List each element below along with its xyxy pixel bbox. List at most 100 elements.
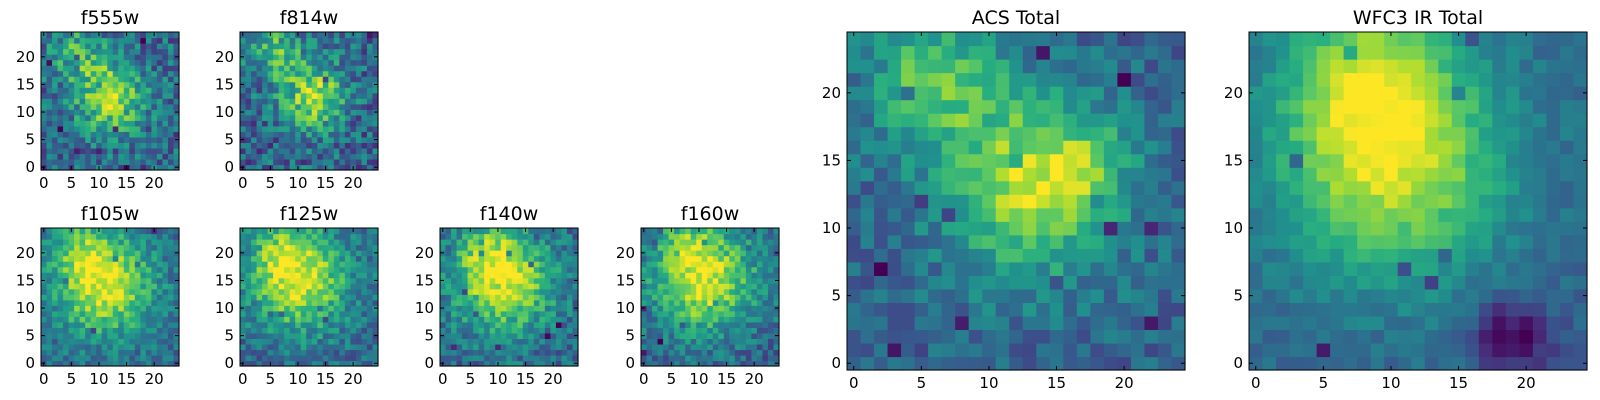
heatmap-cell bbox=[668, 233, 675, 240]
heatmap-cell bbox=[1357, 275, 1372, 290]
heatmap-cell bbox=[162, 76, 169, 83]
heatmap-cell bbox=[528, 233, 535, 240]
heatmap-cell bbox=[955, 45, 970, 60]
heatmap-cell bbox=[1036, 59, 1051, 74]
heatmap-cell bbox=[350, 48, 357, 55]
heatmap-cell bbox=[372, 228, 379, 235]
heatmap-cell bbox=[456, 250, 463, 257]
heatmap-cell bbox=[52, 299, 59, 306]
heatmap-cell bbox=[162, 233, 169, 240]
heatmap-cell bbox=[566, 299, 574, 306]
heatmap-cell bbox=[339, 32, 346, 39]
heatmap-cell bbox=[295, 244, 302, 251]
heatmap-cell bbox=[701, 261, 708, 268]
heatmap-cell bbox=[652, 349, 659, 356]
x-tick-label: 15 bbox=[717, 370, 736, 388]
heatmap-cell bbox=[295, 327, 302, 334]
heatmap-cell bbox=[74, 76, 81, 83]
heatmap-cell bbox=[646, 310, 653, 317]
heatmap-cell bbox=[322, 316, 329, 323]
heatmap-cell bbox=[467, 349, 474, 356]
y-tick-label: 15 bbox=[215, 271, 234, 289]
heatmap-cell bbox=[328, 142, 335, 149]
heatmap-cell bbox=[344, 142, 351, 149]
heatmap-cell bbox=[860, 32, 875, 47]
heatmap-cell bbox=[1492, 167, 1507, 182]
heatmap-cell bbox=[85, 233, 92, 240]
heatmap-cell bbox=[690, 228, 697, 235]
heatmap-cell bbox=[240, 239, 247, 246]
heatmap-cell bbox=[328, 109, 335, 116]
heatmap-cell bbox=[1036, 167, 1051, 182]
heatmap-cell bbox=[1303, 329, 1318, 344]
heatmap-cell bbox=[256, 294, 263, 301]
heatmap-cell bbox=[63, 98, 70, 105]
heatmap-cell bbox=[544, 239, 551, 246]
heatmap-cell bbox=[1384, 194, 1399, 209]
heatmap-cell bbox=[874, 140, 889, 155]
heatmap-cell bbox=[506, 299, 513, 306]
heatmap-cell bbox=[1063, 72, 1078, 87]
heatmap-cell bbox=[278, 142, 285, 149]
heatmap-cell bbox=[96, 349, 103, 356]
heatmap-cell bbox=[156, 277, 164, 284]
heatmap-cell bbox=[712, 332, 719, 339]
heatmap-cell bbox=[1076, 167, 1091, 182]
heatmap-cell bbox=[1492, 288, 1507, 303]
heatmap-cell bbox=[57, 87, 64, 94]
heatmap-cell bbox=[129, 54, 136, 61]
heatmap-cell bbox=[478, 255, 485, 262]
heatmap-cell bbox=[456, 360, 463, 367]
heatmap-cell bbox=[284, 272, 291, 279]
heatmap-cell bbox=[173, 70, 180, 77]
heatmap-cell bbox=[473, 294, 480, 301]
heatmap-cell bbox=[495, 327, 502, 334]
heatmap-cell bbox=[306, 310, 313, 317]
heatmap-cell bbox=[240, 37, 247, 44]
heatmap-cell bbox=[300, 244, 307, 251]
heatmap-cell bbox=[366, 131, 374, 138]
heatmap-cell bbox=[674, 228, 681, 235]
heatmap-cell bbox=[561, 250, 568, 257]
heatmap-cell bbox=[740, 261, 747, 268]
heatmap-cell bbox=[118, 288, 125, 295]
heatmap-cell bbox=[566, 349, 574, 356]
heatmap-cell bbox=[328, 327, 335, 334]
heatmap-cell bbox=[712, 233, 719, 240]
heatmap-cell bbox=[317, 125, 324, 132]
heatmap-cell bbox=[300, 349, 307, 356]
heatmap-cell bbox=[317, 70, 324, 77]
heatmap-cell bbox=[339, 98, 346, 105]
heatmap-cell bbox=[1370, 167, 1385, 182]
heatmap-cell bbox=[123, 233, 130, 240]
heatmap-cell bbox=[295, 81, 302, 88]
heatmap-cell bbox=[311, 360, 318, 367]
heatmap-cell bbox=[140, 244, 147, 251]
heatmap-cell bbox=[1330, 315, 1345, 331]
x-tick-label: 0 bbox=[639, 370, 649, 388]
heatmap-cell bbox=[641, 310, 648, 317]
heatmap-cell bbox=[506, 305, 513, 312]
x-tick-label: 5 bbox=[67, 370, 77, 388]
heatmap-cell bbox=[173, 153, 180, 160]
heatmap-cell bbox=[462, 272, 469, 279]
heatmap-cell bbox=[156, 283, 164, 290]
heatmap-cell bbox=[968, 329, 983, 344]
x-tick-label: 10 bbox=[488, 370, 507, 388]
heatmap-cell bbox=[251, 142, 258, 149]
heatmap-cell bbox=[57, 283, 64, 290]
heatmap-cell bbox=[1465, 194, 1480, 209]
heatmap-cell bbox=[440, 354, 447, 362]
heatmap-cell bbox=[300, 310, 307, 317]
heatmap-cell bbox=[773, 255, 780, 262]
heatmap-cell bbox=[79, 316, 86, 323]
heatmap-cell bbox=[712, 266, 719, 273]
heatmap-cell bbox=[528, 360, 535, 367]
heatmap-cell bbox=[462, 349, 469, 356]
heatmap-cell bbox=[773, 228, 780, 235]
heatmap-cell bbox=[118, 158, 125, 166]
heatmap-cell bbox=[267, 48, 274, 55]
heatmap-cell bbox=[456, 239, 463, 246]
heatmap-cell bbox=[289, 332, 296, 339]
heatmap-cell bbox=[134, 288, 141, 295]
